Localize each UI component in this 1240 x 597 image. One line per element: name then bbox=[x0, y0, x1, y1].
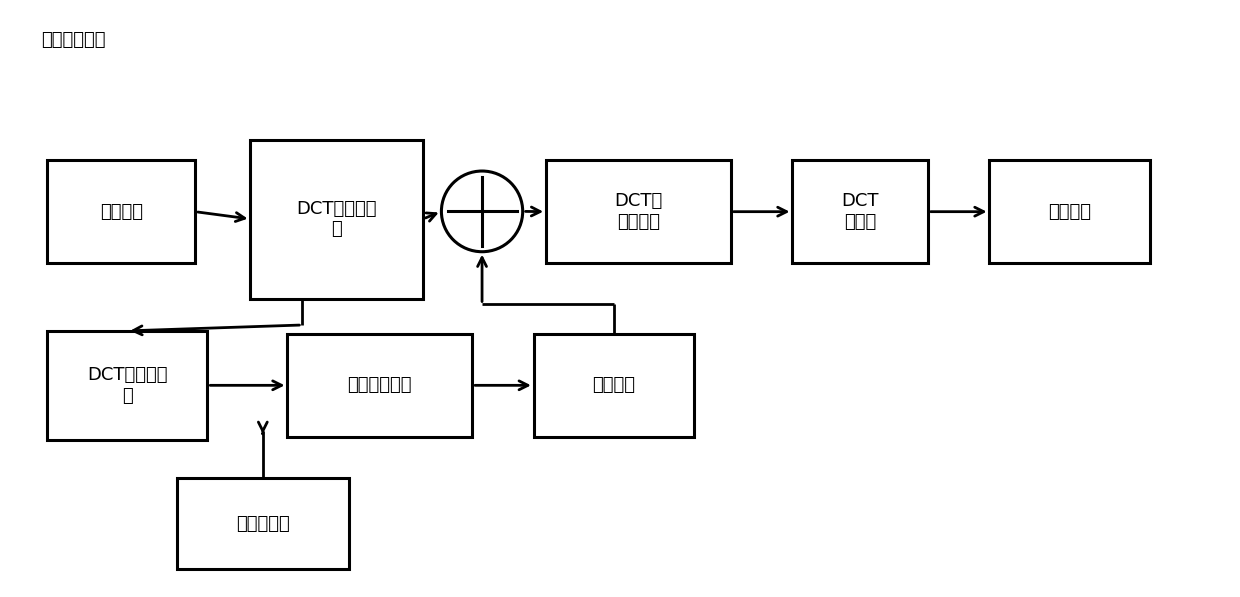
FancyBboxPatch shape bbox=[47, 331, 207, 440]
FancyBboxPatch shape bbox=[47, 160, 195, 263]
Text: DCT域
双边滤波: DCT域 双边滤波 bbox=[614, 192, 662, 231]
FancyBboxPatch shape bbox=[250, 140, 423, 298]
Text: DCT
逆变换: DCT 逆变换 bbox=[842, 192, 879, 231]
FancyBboxPatch shape bbox=[288, 334, 472, 437]
Text: DCT域本征变
换: DCT域本征变 换 bbox=[87, 366, 167, 405]
FancyBboxPatch shape bbox=[533, 334, 694, 437]
FancyBboxPatch shape bbox=[546, 160, 730, 263]
Text: 在线学习过程: 在线学习过程 bbox=[41, 30, 105, 49]
FancyBboxPatch shape bbox=[176, 478, 348, 570]
Text: DCT域插值放
大: DCT域插值放 大 bbox=[296, 199, 377, 238]
Text: 高频信息预测: 高频信息预测 bbox=[347, 376, 412, 395]
Text: 高频信息: 高频信息 bbox=[593, 376, 635, 395]
FancyBboxPatch shape bbox=[792, 160, 928, 263]
Text: 训练样本库: 训练样本库 bbox=[236, 515, 290, 533]
FancyBboxPatch shape bbox=[990, 160, 1149, 263]
Text: 输出图像: 输出图像 bbox=[1048, 202, 1091, 221]
Text: 输入图像: 输入图像 bbox=[99, 202, 143, 221]
